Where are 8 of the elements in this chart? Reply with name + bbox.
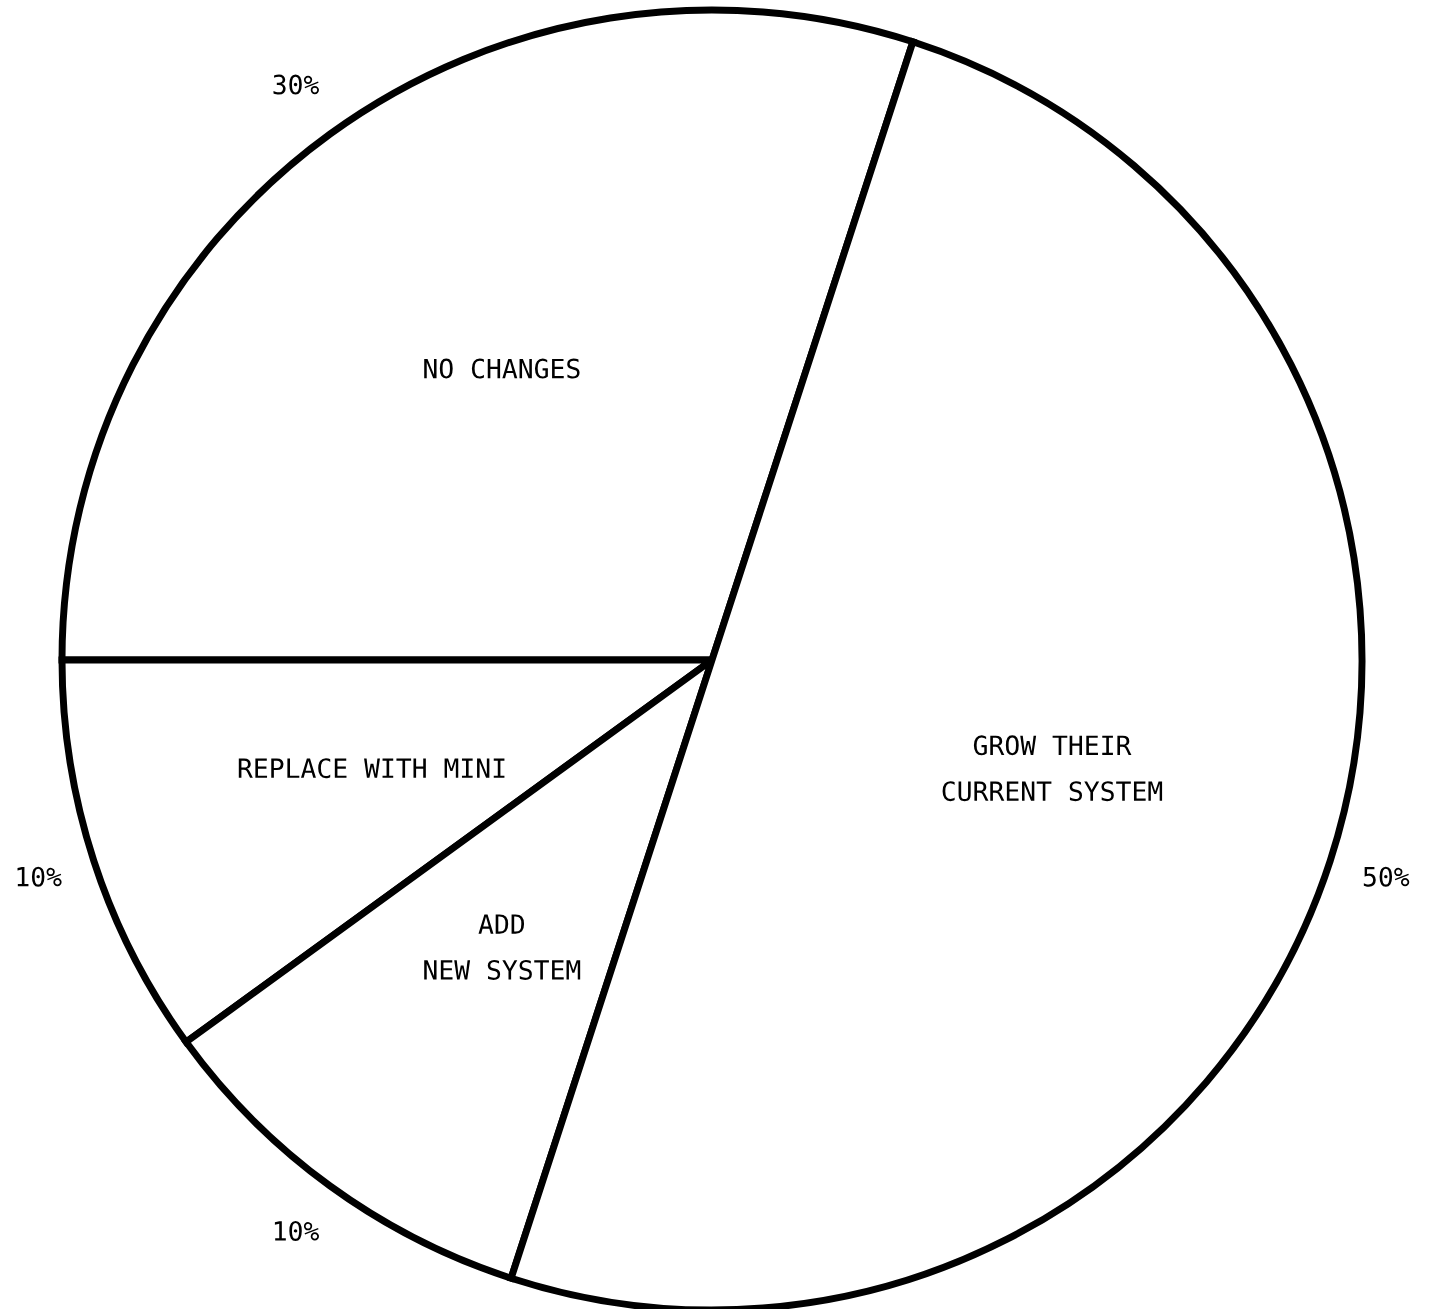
slice-label: GROW THEIR CURRENT SYSTEM	[942, 735, 1163, 802]
slice-label: REPLACE WITH MINI	[238, 758, 505, 779]
data-label: 10%	[274, 1220, 319, 1241]
data-label: 30%	[273, 74, 319, 95]
data-label: 10%	[17, 866, 62, 887]
slice-label: NO CHANGES	[424, 358, 580, 379]
slice-label: ADD NEW SYSTEM	[424, 914, 581, 980]
data-label: 50%	[1363, 866, 1410, 887]
